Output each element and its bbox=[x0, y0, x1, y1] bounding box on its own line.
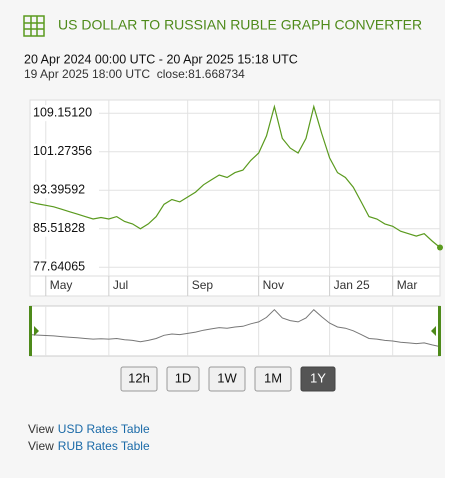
y-tick-label: 109.15120 bbox=[33, 105, 92, 119]
rates-link[interactable]: RUB Rates Table bbox=[58, 439, 150, 453]
button-label[interactable]: 1Y bbox=[310, 370, 326, 385]
y-tick-label: 77.64065 bbox=[33, 259, 85, 273]
range-button[interactable]: 1W bbox=[208, 366, 246, 392]
y-tick-label: 93.39592 bbox=[33, 182, 85, 196]
title: US DOLLAR TO RUSSIAN RUBLE GRAPH CONVERT… bbox=[58, 17, 422, 33]
button-label[interactable]: 1M bbox=[264, 370, 282, 385]
button-face[interactable] bbox=[120, 366, 158, 392]
y-label-bg bbox=[31, 143, 99, 160]
navigator bbox=[29, 305, 441, 357]
navigator-line bbox=[29, 308, 441, 348]
button-label[interactable]: 1D bbox=[175, 370, 192, 385]
price-line bbox=[29, 104, 441, 248]
x-tick-label: Nov bbox=[263, 278, 284, 292]
x-tick-label: Sep bbox=[192, 278, 214, 292]
link-line: View USD Rates Table bbox=[28, 422, 150, 436]
navigator-handles[interactable] bbox=[29, 306, 441, 356]
rates-link[interactable]: USD Rates Table bbox=[58, 422, 150, 436]
link-line: View RUB Rates Table bbox=[28, 439, 150, 453]
button-face[interactable] bbox=[254, 366, 292, 392]
point-info: 19 Apr 2025 18:00 UTC close:81.668734 bbox=[24, 67, 245, 81]
y-label-bg bbox=[31, 259, 99, 276]
button-label[interactable]: 12h bbox=[128, 370, 150, 385]
x-tick-label: Mar bbox=[397, 278, 418, 292]
link-prefix: View bbox=[28, 439, 54, 453]
range-button[interactable]: 1Y bbox=[300, 366, 336, 392]
y-label-bg bbox=[31, 105, 99, 122]
range-button[interactable]: 1M bbox=[254, 366, 292, 392]
x-tick-label: Jul bbox=[113, 278, 128, 292]
y-label-bg bbox=[31, 220, 99, 237]
date-range: 20 Apr 2024 00:00 UTC - 20 Apr 2025 15:1… bbox=[24, 52, 298, 66]
button-face[interactable] bbox=[300, 366, 336, 392]
x-tick-label: Jan 25 bbox=[334, 278, 370, 292]
button-face[interactable] bbox=[208, 366, 246, 392]
y-label-bg bbox=[31, 182, 99, 199]
last-point bbox=[437, 244, 443, 251]
button-label[interactable]: 1W bbox=[217, 370, 237, 385]
chart-icon bbox=[23, 15, 45, 37]
y-tick-label: 101.27356 bbox=[33, 144, 92, 158]
button-face[interactable] bbox=[166, 366, 200, 392]
range-button[interactable]: 12h bbox=[120, 366, 158, 392]
y-tick-label: 85.51828 bbox=[33, 221, 85, 235]
range-button[interactable]: 1D bbox=[166, 366, 200, 392]
link-prefix: View bbox=[28, 422, 54, 436]
x-axis-strip bbox=[29, 275, 441, 297]
x-tick-label: May bbox=[50, 278, 73, 292]
